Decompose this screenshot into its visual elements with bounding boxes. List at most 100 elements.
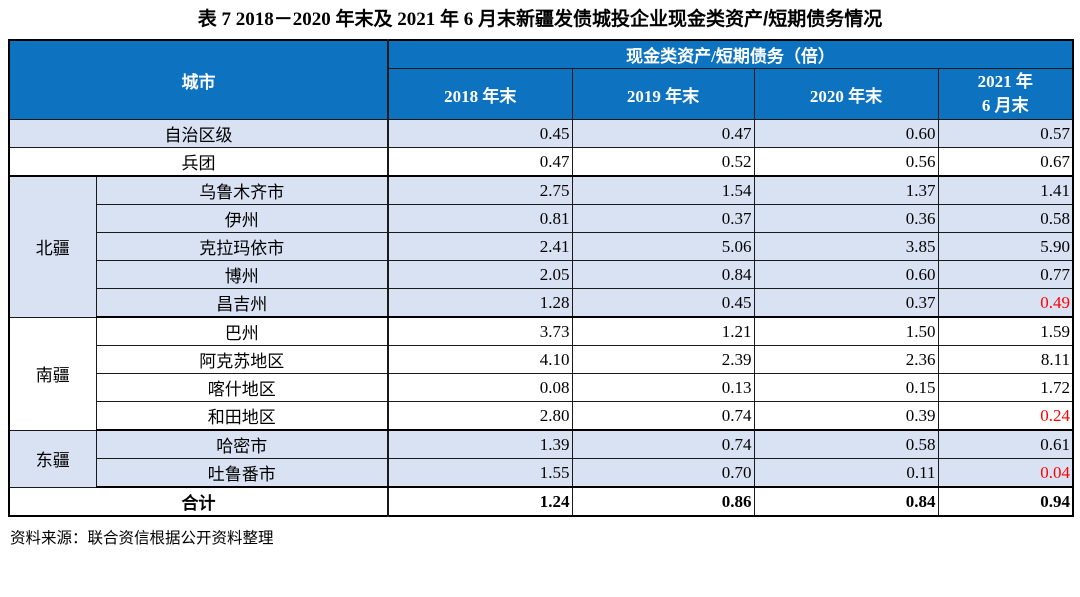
value-cell: 2.39 [571, 345, 755, 374]
value-cell: 0.39 [753, 401, 939, 431]
year-header-2018: 2018 年末 [387, 68, 573, 120]
value-cell: 0.08 [387, 373, 573, 402]
total-value-cell: 0.86 [571, 486, 755, 517]
value-cell: 1.72 [937, 373, 1074, 402]
table-title: 表 7 2018－2020 年末及 2021 年 6 月末新疆发债城投企业现金类… [0, 0, 1080, 33]
city-cell: 阿克苏地区 [95, 345, 389, 374]
value-cell: 0.74 [571, 429, 755, 459]
value-cell: 2.75 [387, 175, 573, 205]
value-cell: 4.10 [387, 345, 573, 374]
city-cell: 喀什地区 [95, 373, 389, 402]
table-row-bazhou: 南疆 巴州 3.73 1.21 1.50 1.59 [8, 316, 1074, 431]
value-cell: 0.11 [753, 458, 939, 488]
table-row-yizhou: 伊州 0.81 0.37 0.36 0.58 [9, 204, 1074, 233]
city-cell: 伊州 [95, 204, 389, 233]
value-cell-negative: 0.49 [937, 288, 1074, 318]
table-row-kashgar: 喀什地区 0.08 0.13 0.15 1.72 [9, 373, 1074, 402]
value-cell: 0.36 [753, 204, 939, 233]
value-cell: 3.73 [387, 316, 573, 346]
table-row-bozhou: 博州 2.05 0.84 0.60 0.77 [9, 260, 1074, 289]
value-cell: 1.54 [571, 175, 755, 205]
cash-assets-table: 城市 现金类资产/短期债务（倍） 2018 年末 2019 年末 2020 年末… [8, 39, 1075, 517]
region-group-cell-north: 北疆 [8, 175, 97, 318]
city-cell: 兵团 [8, 147, 389, 177]
value-cell: 0.58 [753, 429, 939, 459]
value-cell: 0.15 [753, 373, 939, 402]
header-row-years: 2018 年末 2019 年末 2020 年末 2021 年 6 月末 [9, 68, 1074, 120]
region-group-cell-east: 东疆 [8, 429, 97, 488]
city-column-header: 城市 [8, 39, 389, 120]
city-cell: 博州 [95, 260, 389, 289]
value-cell: 0.77 [937, 260, 1074, 289]
year-header-2021h1: 2021 年 6 月末 [937, 68, 1074, 120]
value-cell: 1.41 [937, 175, 1074, 205]
value-cell: 0.70 [571, 458, 755, 488]
value-cell: 1.21 [571, 316, 755, 346]
value-cell: 0.58 [937, 204, 1074, 233]
value-cell: 1.37 [753, 175, 939, 205]
value-cell-negative: 0.04 [937, 458, 1074, 488]
total-value-cell: 0.94 [937, 486, 1074, 517]
metric-header: 现金类资产/短期债务（倍） [386, 39, 1074, 69]
value-cell: 2.41 [387, 232, 573, 261]
table-row-hami: 东疆 哈密市 1.39 0.74 0.58 0.61 [8, 429, 1074, 488]
source-note: 资料来源：联合资信根据公开资料整理 [10, 530, 274, 547]
value-cell: 0.60 [753, 119, 939, 148]
table-row-autonomous-region: 自治区级 0.45 0.47 0.60 0.57 [8, 119, 1074, 148]
city-cell: 自治区级 [8, 119, 389, 148]
value-cell-negative: 0.24 [937, 401, 1074, 431]
table-row-total: 合计 1.24 0.86 0.84 0.94 [8, 486, 1074, 517]
city-cell: 哈密市 [95, 429, 389, 459]
value-cell: 2.80 [387, 401, 573, 431]
value-cell: 0.57 [937, 119, 1074, 148]
value-cell: 0.47 [387, 147, 573, 177]
table-row-turpan: 吐鲁番市 1.55 0.70 0.11 0.04 [9, 458, 1074, 488]
table-row-urumqi: 北疆 乌鲁木齐市 2.75 1.54 1.37 1.41 [8, 175, 1074, 318]
value-cell: 0.52 [571, 147, 755, 177]
value-cell: 0.37 [753, 288, 939, 318]
value-cell: 0.60 [753, 260, 939, 289]
table-row-aksu: 阿克苏地区 4.10 2.39 2.36 8.11 [9, 345, 1074, 374]
value-cell: 5.90 [937, 232, 1074, 261]
value-cell: 0.56 [753, 147, 939, 177]
value-cell: 0.61 [937, 429, 1074, 459]
value-cell: 0.45 [571, 288, 755, 318]
value-cell: 0.13 [571, 373, 755, 402]
value-cell: 2.36 [753, 345, 939, 374]
city-cell: 乌鲁木齐市 [95, 175, 389, 205]
table-title-prefix: 表 7 2018－2020 年末及 2021 年 6 月末 [197, 9, 516, 30]
city-cell: 克拉玛依市 [95, 232, 389, 261]
value-cell: 0.45 [387, 119, 573, 148]
city-cell: 吐鲁番市 [95, 458, 389, 488]
table-row-hotan: 和田地区 2.80 0.74 0.39 0.24 [9, 401, 1074, 431]
city-cell: 和田地区 [95, 401, 389, 431]
total-value-cell: 1.24 [387, 486, 573, 517]
total-label-cell: 合计 [8, 486, 389, 517]
region-group-cell-south: 南疆 [8, 316, 97, 431]
value-cell: 0.84 [571, 260, 755, 289]
table-title-emphasis: 新疆发债城投企业现金类资产/短期债务情况 [515, 9, 883, 30]
value-cell: 1.28 [387, 288, 573, 318]
year-header-2019: 2019 年末 [571, 68, 755, 120]
value-cell: 1.55 [387, 458, 573, 488]
value-cell: 0.47 [571, 119, 755, 148]
city-cell: 巴州 [95, 316, 389, 346]
value-cell: 1.50 [753, 316, 939, 346]
year-header-2021-line2: 6 月末 [981, 96, 1029, 115]
value-cell: 0.67 [937, 147, 1074, 177]
year-header-2020: 2020 年末 [753, 68, 939, 120]
value-cell: 1.39 [387, 429, 573, 459]
table-row-bingtuan: 兵团 0.47 0.52 0.56 0.67 [8, 147, 1074, 177]
value-cell: 0.37 [571, 204, 755, 233]
year-header-2021-line1: 2021 年 [977, 72, 1033, 91]
table-row-changji: 昌吉州 1.28 0.45 0.37 0.49 [9, 288, 1074, 318]
table-row-karamay: 克拉玛依市 2.41 5.06 3.85 5.90 [9, 232, 1074, 261]
total-value-cell: 0.84 [753, 486, 939, 517]
value-cell: 5.06 [571, 232, 755, 261]
value-cell: 0.74 [571, 401, 755, 431]
city-cell: 昌吉州 [95, 288, 389, 318]
value-cell: 3.85 [753, 232, 939, 261]
value-cell: 1.59 [937, 316, 1074, 346]
value-cell: 2.05 [387, 260, 573, 289]
